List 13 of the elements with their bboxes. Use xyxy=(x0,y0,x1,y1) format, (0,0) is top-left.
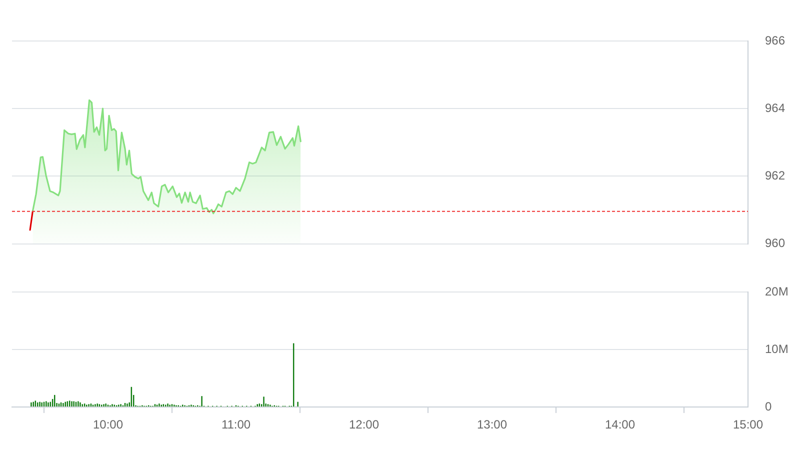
x-tick-label: 10:00 xyxy=(92,418,124,432)
x-tick-label: 14:00 xyxy=(604,418,636,432)
y-tick-label: 964 xyxy=(765,100,786,115)
y-tick-label: 0 xyxy=(765,399,772,414)
y-tick-label: 962 xyxy=(765,168,786,183)
x-tick-label: 13:00 xyxy=(476,418,508,432)
y-tick-label: 966 xyxy=(765,33,786,48)
y-tick-label: 20M xyxy=(765,284,788,299)
y-tick-label: 960 xyxy=(765,236,786,250)
x-tick-label: 11:00 xyxy=(221,418,251,432)
y-tick-label: 10M xyxy=(765,342,788,356)
x-tick-label: 15:00 xyxy=(732,418,764,432)
x-tick-label: 12:00 xyxy=(348,418,380,432)
